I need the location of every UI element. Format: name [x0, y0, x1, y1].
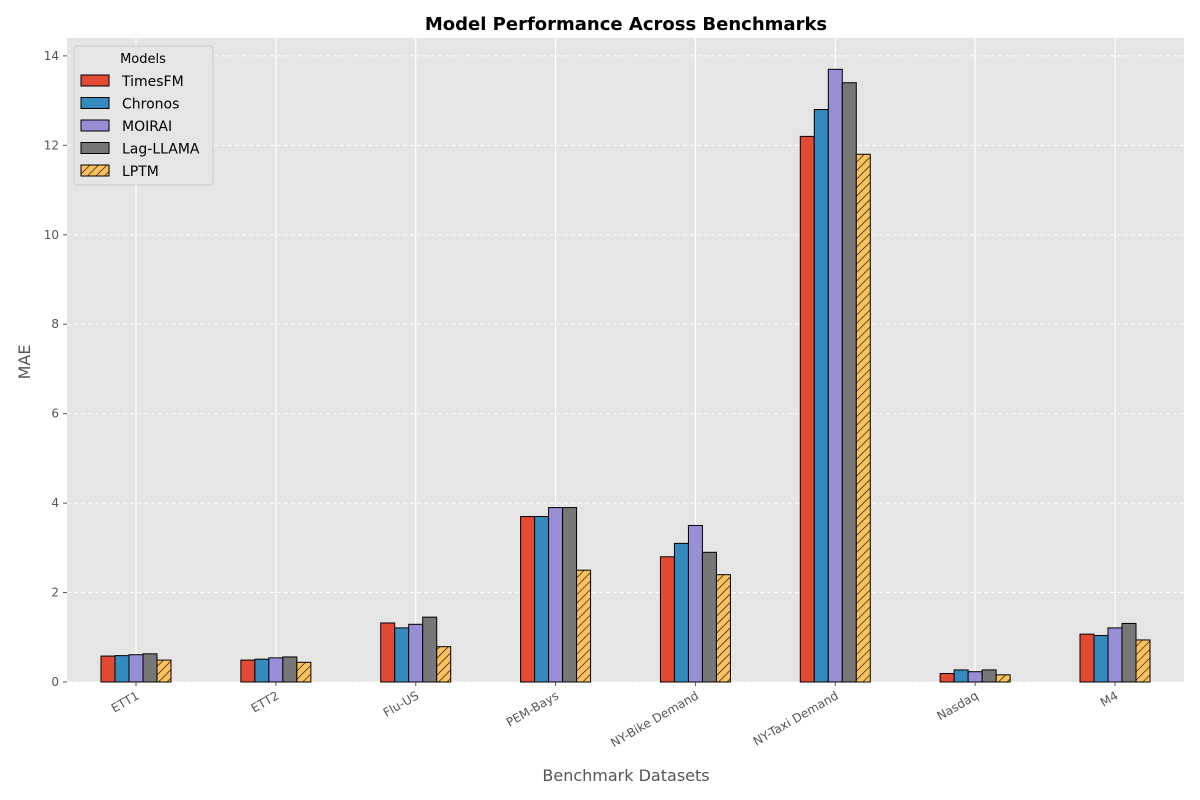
x-tick-label: Nasdaq: [935, 688, 981, 723]
legend-title: Models: [120, 52, 166, 67]
legend-swatch-chronos: [80, 97, 110, 109]
bar-moirai-ny-bike-demand: [687, 524, 703, 683]
legend-swatch-moirai: [80, 119, 110, 132]
legend-swatch-lag-llama: [80, 142, 110, 154]
y-axis-label: MAE: [15, 345, 34, 380]
bar-moirai-ett1: [128, 654, 144, 683]
y-tick-label: 0: [51, 675, 59, 689]
x-tick-label: NY-Taxi Demand: [751, 688, 841, 748]
x-tick-label: ETT2: [249, 688, 282, 715]
bar-lag-llama-ny-taxi-demand: [841, 82, 857, 683]
bar-lag-llama-nasdaq: [981, 669, 997, 683]
bar-chronos-ett2: [254, 658, 270, 683]
y-axis-ticks: 0 2 4 6 8 10 12 14: [44, 49, 67, 689]
bar-chronos-nasdaq: [953, 669, 969, 683]
legend-swatch-timesfm: [80, 74, 110, 87]
bar-timesfm-ett1: [100, 655, 116, 683]
x-tick-label: PEM-Bays: [504, 688, 561, 729]
x-tick-label: ETT1: [109, 688, 142, 715]
bar-timesfm-m4: [1079, 633, 1095, 683]
legend-label-lag-llama: Lag-LLAMA: [122, 142, 200, 158]
bar-chronos-pem-bays: [534, 516, 550, 683]
bar-moirai-ny-taxi-demand: [827, 68, 843, 683]
x-tick-label: NY-Bike Demand: [608, 688, 701, 750]
bar-timesfm-nasdaq: [939, 673, 955, 683]
legend: Models TimesFM Chronos MOIRAI Lag-LLAMA LPTM: [73, 45, 214, 186]
legend-label-timesfm: TimesFM: [121, 74, 184, 90]
bars-layer: [100, 68, 1151, 683]
bar-lptm-flu-us: [436, 646, 452, 683]
legend-swatch-lptm: [80, 164, 110, 177]
y-tick-label: 8: [51, 317, 59, 331]
legend-label-lptm: LPTM: [122, 164, 159, 180]
bar-lptm-ett2: [296, 661, 312, 683]
y-tick-label: 12: [44, 138, 59, 152]
bar-lag-llama-m4: [1121, 622, 1137, 683]
x-tick-label: M4: [1098, 688, 1121, 709]
bar-moirai-nasdaq: [967, 671, 983, 683]
bar-lag-llama-ny-bike-demand: [701, 551, 717, 683]
y-tick-label: 14: [44, 49, 59, 63]
x-tick-label: Flu-US: [381, 688, 421, 719]
plot-area: [67, 38, 1184, 682]
y-tick-label: 10: [44, 228, 59, 242]
bar-chronos-ny-taxi-demand: [813, 109, 829, 683]
y-tick-label: 4: [51, 496, 59, 510]
bar-lptm-m4: [1135, 639, 1151, 683]
bar-lptm-ny-taxi-demand: [855, 153, 871, 683]
x-axis-ticks: ETT1 ETT2 Flu-US PEM-Bays NY-Bike Demand NY-T…: [109, 682, 1121, 750]
bar-chronos-ny-bike-demand: [673, 542, 689, 683]
bar-lag-llama-pem-bays: [562, 507, 578, 683]
bar-chronos-flu-us: [394, 627, 410, 683]
bar-timesfm-ny-bike-demand: [659, 556, 675, 683]
bar-timesfm-ny-taxi-demand: [799, 135, 815, 683]
bar-lag-llama-ett2: [282, 656, 298, 683]
y-tick-label: 6: [51, 407, 59, 421]
x-axis-label: Benchmark Datasets: [542, 766, 709, 785]
bar-lptm-ny-bike-demand: [715, 574, 731, 683]
bar-lptm-pem-bays: [576, 569, 592, 683]
bar-lag-llama-flu-us: [422, 616, 438, 683]
legend-label-moirai: MOIRAI: [122, 119, 172, 135]
bar-lptm-ett1: [156, 659, 172, 683]
bar-moirai-ett2: [268, 657, 284, 683]
bar-moirai-flu-us: [408, 623, 424, 683]
bar-chronos-m4: [1093, 634, 1109, 683]
bar-moirai-m4: [1107, 627, 1123, 683]
chart-title: Model Performance Across Benchmarks: [425, 14, 827, 35]
bar-timesfm-pem-bays: [520, 516, 536, 683]
bar-lptm-nasdaq: [995, 674, 1011, 683]
y-tick-label: 2: [51, 586, 59, 600]
bar-timesfm-flu-us: [380, 622, 396, 683]
bar-lag-llama-ett1: [142, 653, 158, 683]
bar-chronos-ett1: [114, 655, 130, 683]
legend-label-chronos: Chronos: [122, 97, 179, 113]
bar-moirai-pem-bays: [548, 507, 564, 683]
bar-timesfm-ett2: [240, 659, 256, 683]
